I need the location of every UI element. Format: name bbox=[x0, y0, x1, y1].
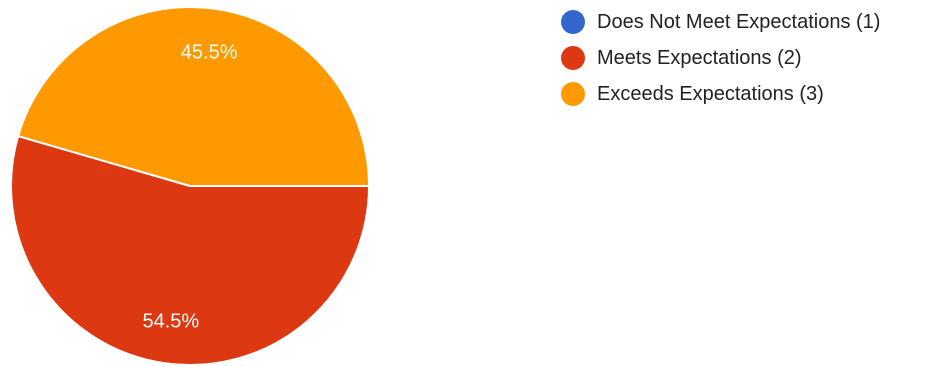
data-label-exceeds: 45.5% bbox=[181, 41, 238, 63]
chart-legend: Does Not Meet Expectations (1) Meets Exp… bbox=[561, 8, 880, 116]
pie-plot-area: 54.5% 45.5% bbox=[10, 6, 371, 366]
legend-item-meets[interactable]: Meets Expectations (2) bbox=[561, 44, 880, 72]
legend-swatch-does-not-meet bbox=[561, 10, 585, 34]
data-label-meets: 54.5% bbox=[142, 311, 199, 333]
legend-label-meets: Meets Expectations (2) bbox=[597, 46, 802, 69]
legend-item-does-not-meet[interactable]: Does Not Meet Expectations (1) bbox=[561, 8, 880, 36]
legend-swatch-meets bbox=[561, 46, 585, 70]
legend-item-exceeds[interactable]: Exceeds Expectations (3) bbox=[561, 80, 880, 108]
legend-swatch-exceeds bbox=[561, 82, 585, 106]
pie-slice-exceeds[interactable] bbox=[16, 6, 371, 187]
legend-label-exceeds: Exceeds Expectations (3) bbox=[597, 82, 824, 105]
pie-slice-meets[interactable] bbox=[10, 134, 371, 366]
legend-label-does-not-meet: Does Not Meet Expectations (1) bbox=[597, 10, 881, 33]
